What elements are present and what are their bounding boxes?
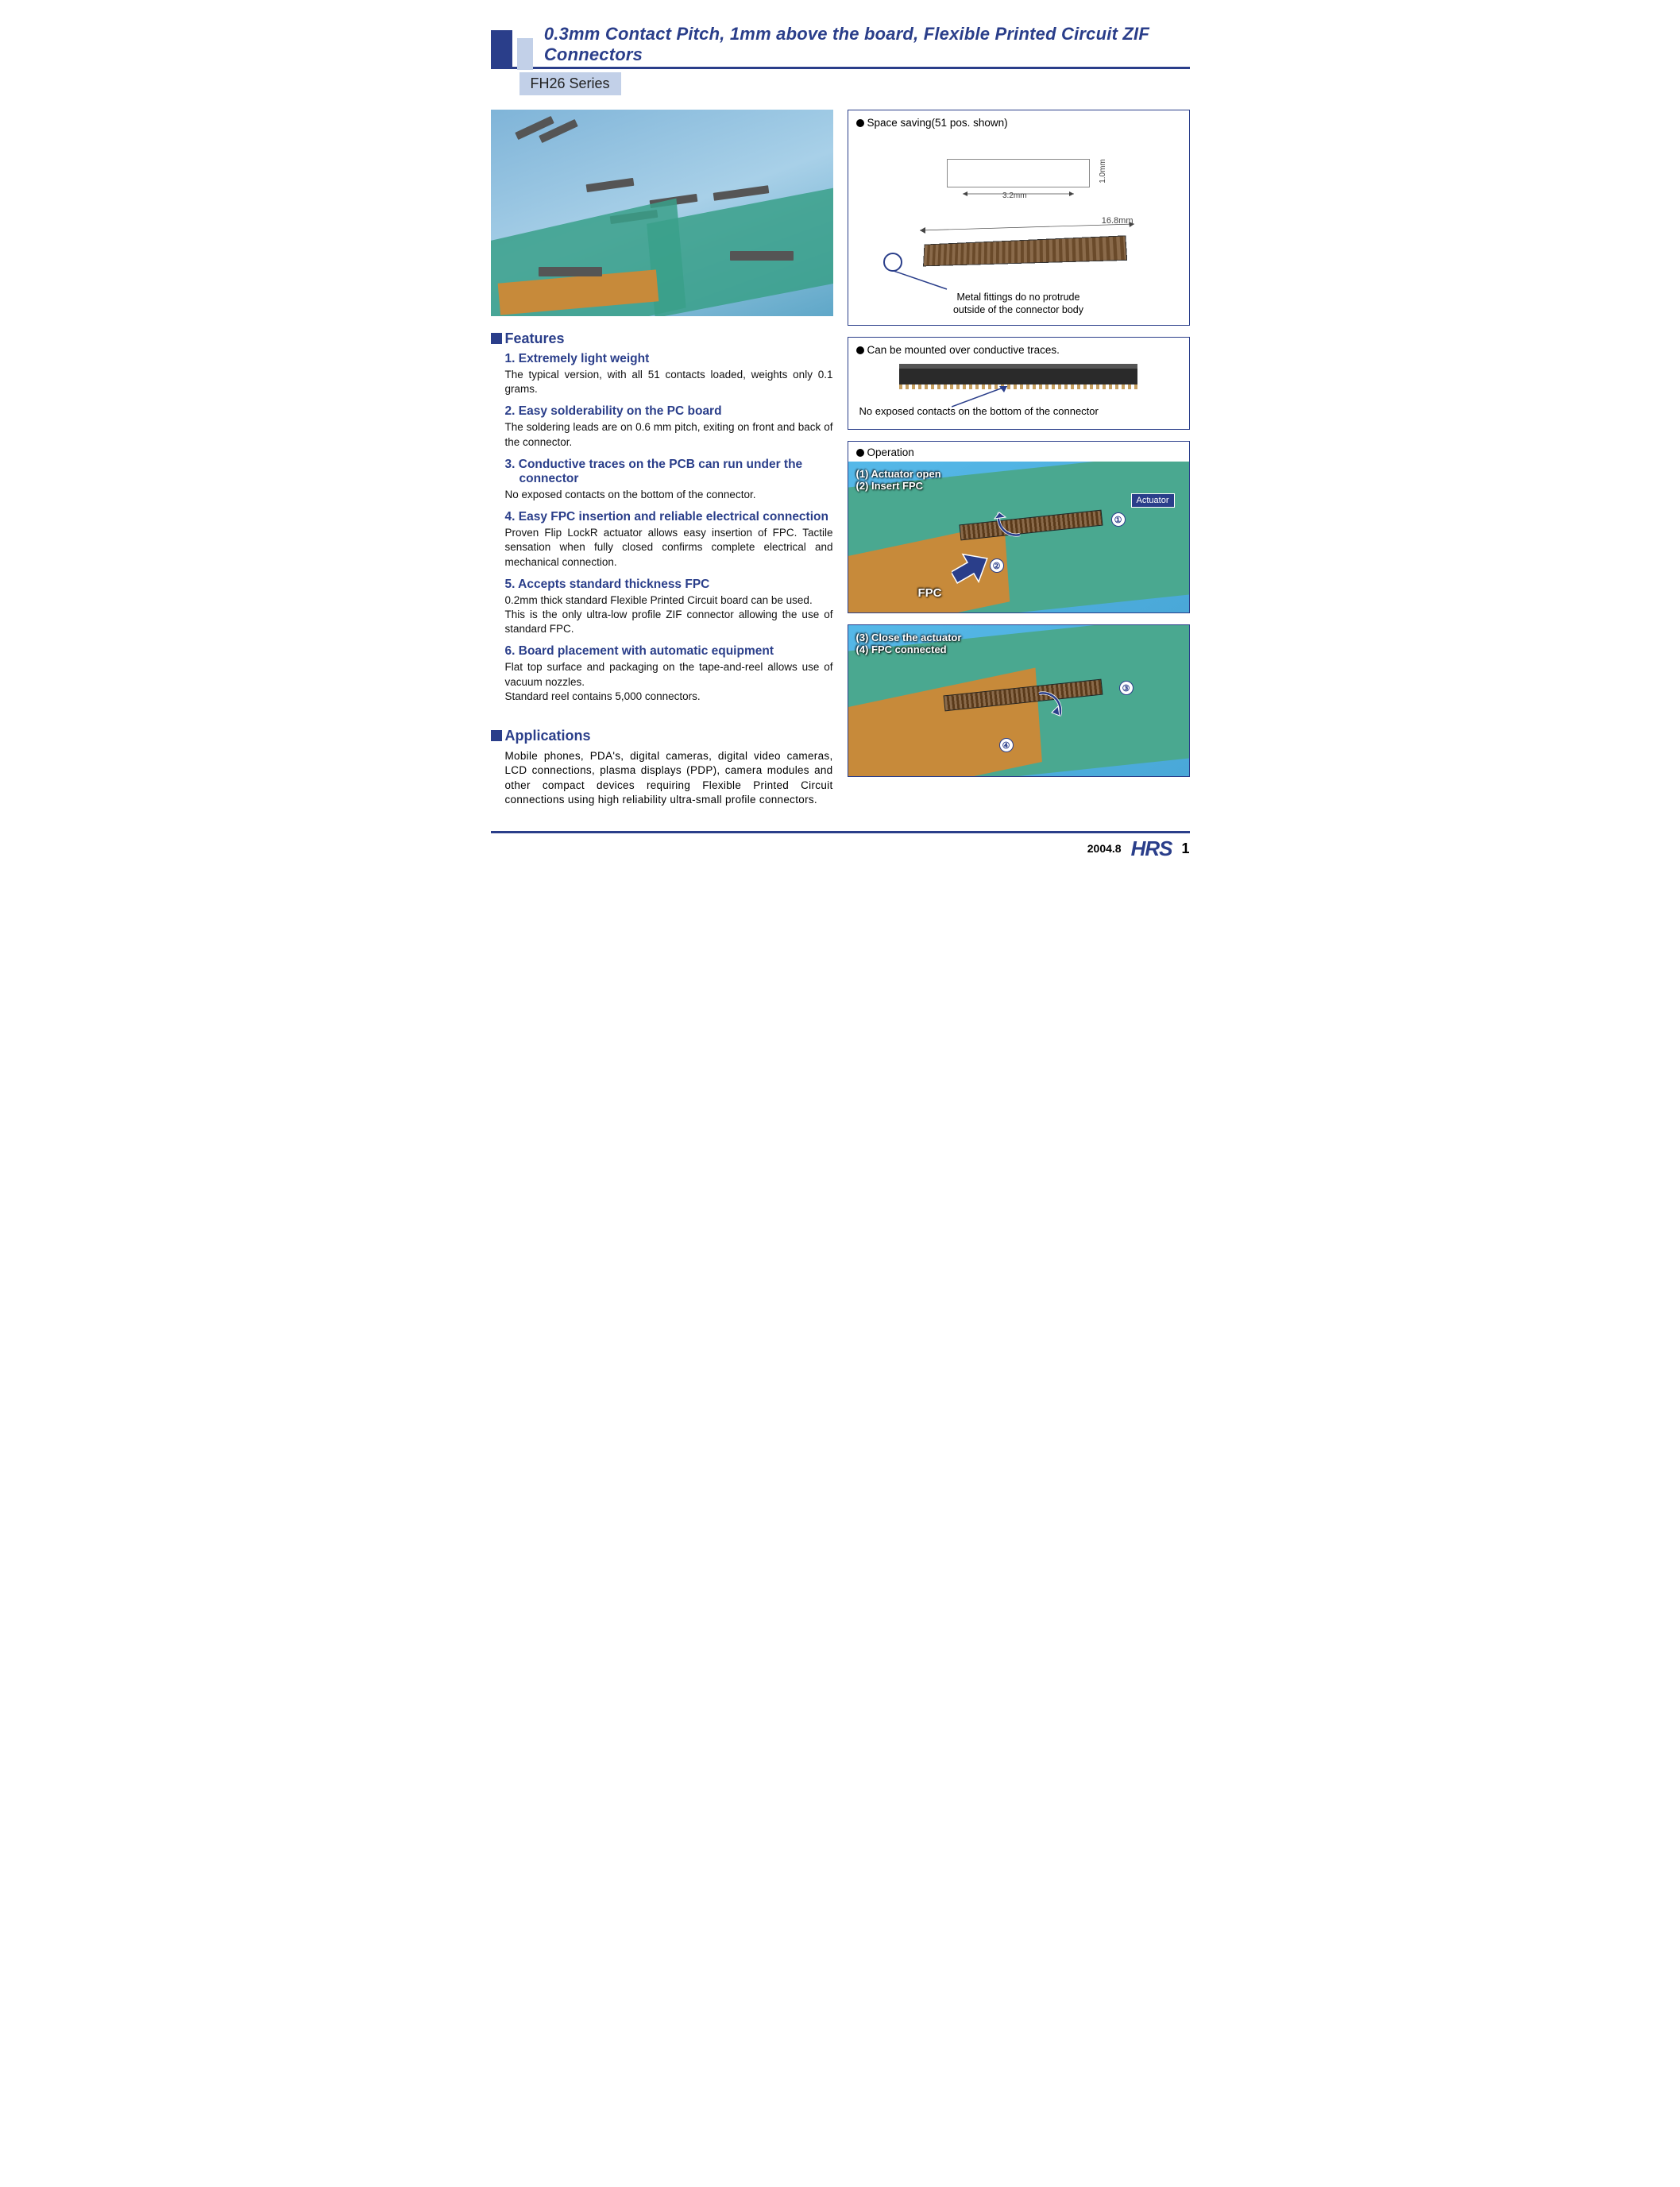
fitting-circle-icon <box>883 253 902 272</box>
conductive-traces-box: Can be mounted over conductive traces. N… <box>848 337 1190 431</box>
feature-1: 1. Extremely light weight The typical ve… <box>491 352 833 396</box>
title-bar: 0.3mm Contact Pitch, 1mm above the board… <box>491 24 1190 69</box>
header-block-light <box>517 38 533 70</box>
box2-caption: No exposed contacts on the bottom of the… <box>856 405 1181 422</box>
left-column: Features 1. Extremely light weight The t… <box>491 110 833 807</box>
step-2-badge: ② <box>990 558 1004 573</box>
header-block-dark <box>491 30 512 68</box>
box2-connector-render <box>899 364 1137 384</box>
step-1-badge: ① <box>1111 512 1126 527</box>
op-steps-a-label: (1) Actuator open (2) Insert FPC <box>856 468 941 492</box>
series-row: FH26 Series <box>491 72 1190 95</box>
feature-6-title: 6. Board placement with automatic equipm… <box>505 644 833 659</box>
page-title: 0.3mm Contact Pitch, 1mm above the board… <box>544 24 1190 65</box>
feature-2-title: 2. Easy solderability on the PC board <box>505 404 833 419</box>
box2-title: Can be mounted over conductive traces. <box>856 344 1181 356</box>
page-footer: 2004.8 HRS 1 <box>491 831 1190 861</box>
fpc-callout: FPC <box>918 586 942 600</box>
feature-2: 2. Easy solderability on the PC board Th… <box>491 404 833 449</box>
box1-diagram: 3.2mm 1.0mm <box>856 133 1181 213</box>
feature-1-body: The typical version, with all 51 contact… <box>505 368 833 396</box>
series-label: FH26 Series <box>519 72 621 95</box>
product-photo <box>491 110 833 316</box>
feature-3-body: No exposed contacts on the bottom of the… <box>505 488 833 502</box>
curve-arrow-icon <box>991 506 1026 541</box>
feature-4-body: Proven Flip LockR actuator allows easy i… <box>505 526 833 570</box>
feature-6-body: Flat top surface and packaging on the ta… <box>505 660 833 704</box>
page-header: 0.3mm Contact Pitch, 1mm above the board… <box>491 24 1190 95</box>
curve-arrow-icon <box>1031 687 1066 722</box>
operation-photo-2: (3) Close the actuator (4) FPC connected… <box>848 625 1189 776</box>
hrs-logo: HRS <box>1131 837 1172 861</box>
feature-5-title: 5. Accepts standard thickness FPC <box>505 578 833 592</box>
operation-photo-1: (1) Actuator open (2) Insert FPC Actuato… <box>848 462 1189 612</box>
footer-date: 2004.8 <box>1087 842 1122 855</box>
applications-body: Mobile phones, PDA's, digital cameras, d… <box>491 749 833 807</box>
feature-2-body: The soldering leads are on 0.6 mm pitch,… <box>505 420 833 449</box>
box1-connector-render: 16.8mm <box>856 216 1181 288</box>
feature-5-body: 0.2mm thick standard Flexible Printed Ci… <box>505 593 833 637</box>
dim-height-label: 1.0mm <box>1099 159 1107 184</box>
feature-6: 6. Board placement with automatic equipm… <box>491 644 833 704</box>
feature-1-title: 1. Extremely light weight <box>505 352 833 366</box>
op-steps-b-label: (3) Close the actuator (4) FPC connected <box>856 632 962 655</box>
feature-4: 4. Easy FPC insertion and reliable elect… <box>491 510 833 570</box>
actuator-callout: Actuator <box>1131 493 1175 508</box>
right-column: Space saving(51 pos. shown) 3.2mm 1.0mm … <box>848 110 1190 807</box>
feature-4-title: 4. Easy FPC insertion and reliable elect… <box>505 510 833 524</box>
applications-heading: Applications <box>491 728 833 744</box>
features-heading: Features <box>491 330 833 347</box>
box3-title: Operation <box>848 442 1189 462</box>
features-list: 1. Extremely light weight The typical ve… <box>491 352 833 704</box>
step-4-badge: ④ <box>999 738 1014 752</box>
page-number: 1 <box>1181 840 1189 857</box>
feature-5: 5. Accepts standard thickness FPC 0.2mm … <box>491 578 833 637</box>
bullet-icon <box>856 346 864 354</box>
bullet-icon <box>856 119 864 127</box>
bullet-icon <box>856 449 864 457</box>
main-columns: Features 1. Extremely light weight The t… <box>491 110 1190 807</box>
space-saving-box: Space saving(51 pos. shown) 3.2mm 1.0mm … <box>848 110 1190 326</box>
box1-title: Space saving(51 pos. shown) <box>856 117 1181 129</box>
box1-caption: Metal fittings do no protrude outside of… <box>856 291 1181 317</box>
step-3-badge: ③ <box>1119 681 1134 695</box>
feature-3: 3. Conductive traces on the PCB can run … <box>491 458 833 502</box>
operation-box-2: (3) Close the actuator (4) FPC connected… <box>848 624 1190 777</box>
feature-3-title: 3. Conductive traces on the PCB can run … <box>505 458 833 486</box>
arrow-icon <box>952 386 1015 410</box>
arrow-icon <box>891 270 971 294</box>
operation-box-1: Operation (1) Actuator open (2) Insert F… <box>848 441 1190 613</box>
big-arrow-icon <box>952 552 990 584</box>
